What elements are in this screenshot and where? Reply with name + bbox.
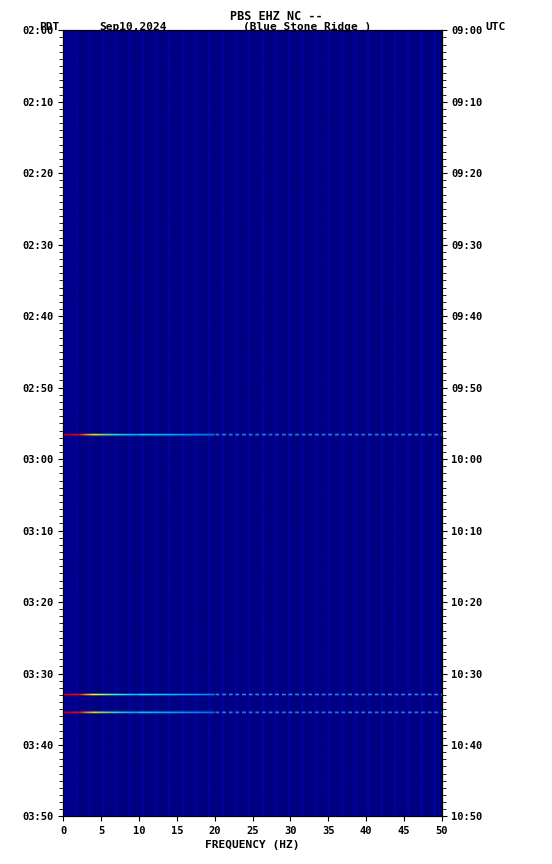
Text: PBS EHZ NC --: PBS EHZ NC -- — [230, 10, 322, 23]
X-axis label: FREQUENCY (HZ): FREQUENCY (HZ) — [205, 841, 300, 850]
Text: PDT: PDT — [39, 22, 59, 33]
Text: (Blue Stone Ridge ): (Blue Stone Ridge ) — [243, 22, 371, 33]
Text: Sep10,2024: Sep10,2024 — [99, 22, 167, 33]
Text: UTC: UTC — [486, 22, 506, 33]
